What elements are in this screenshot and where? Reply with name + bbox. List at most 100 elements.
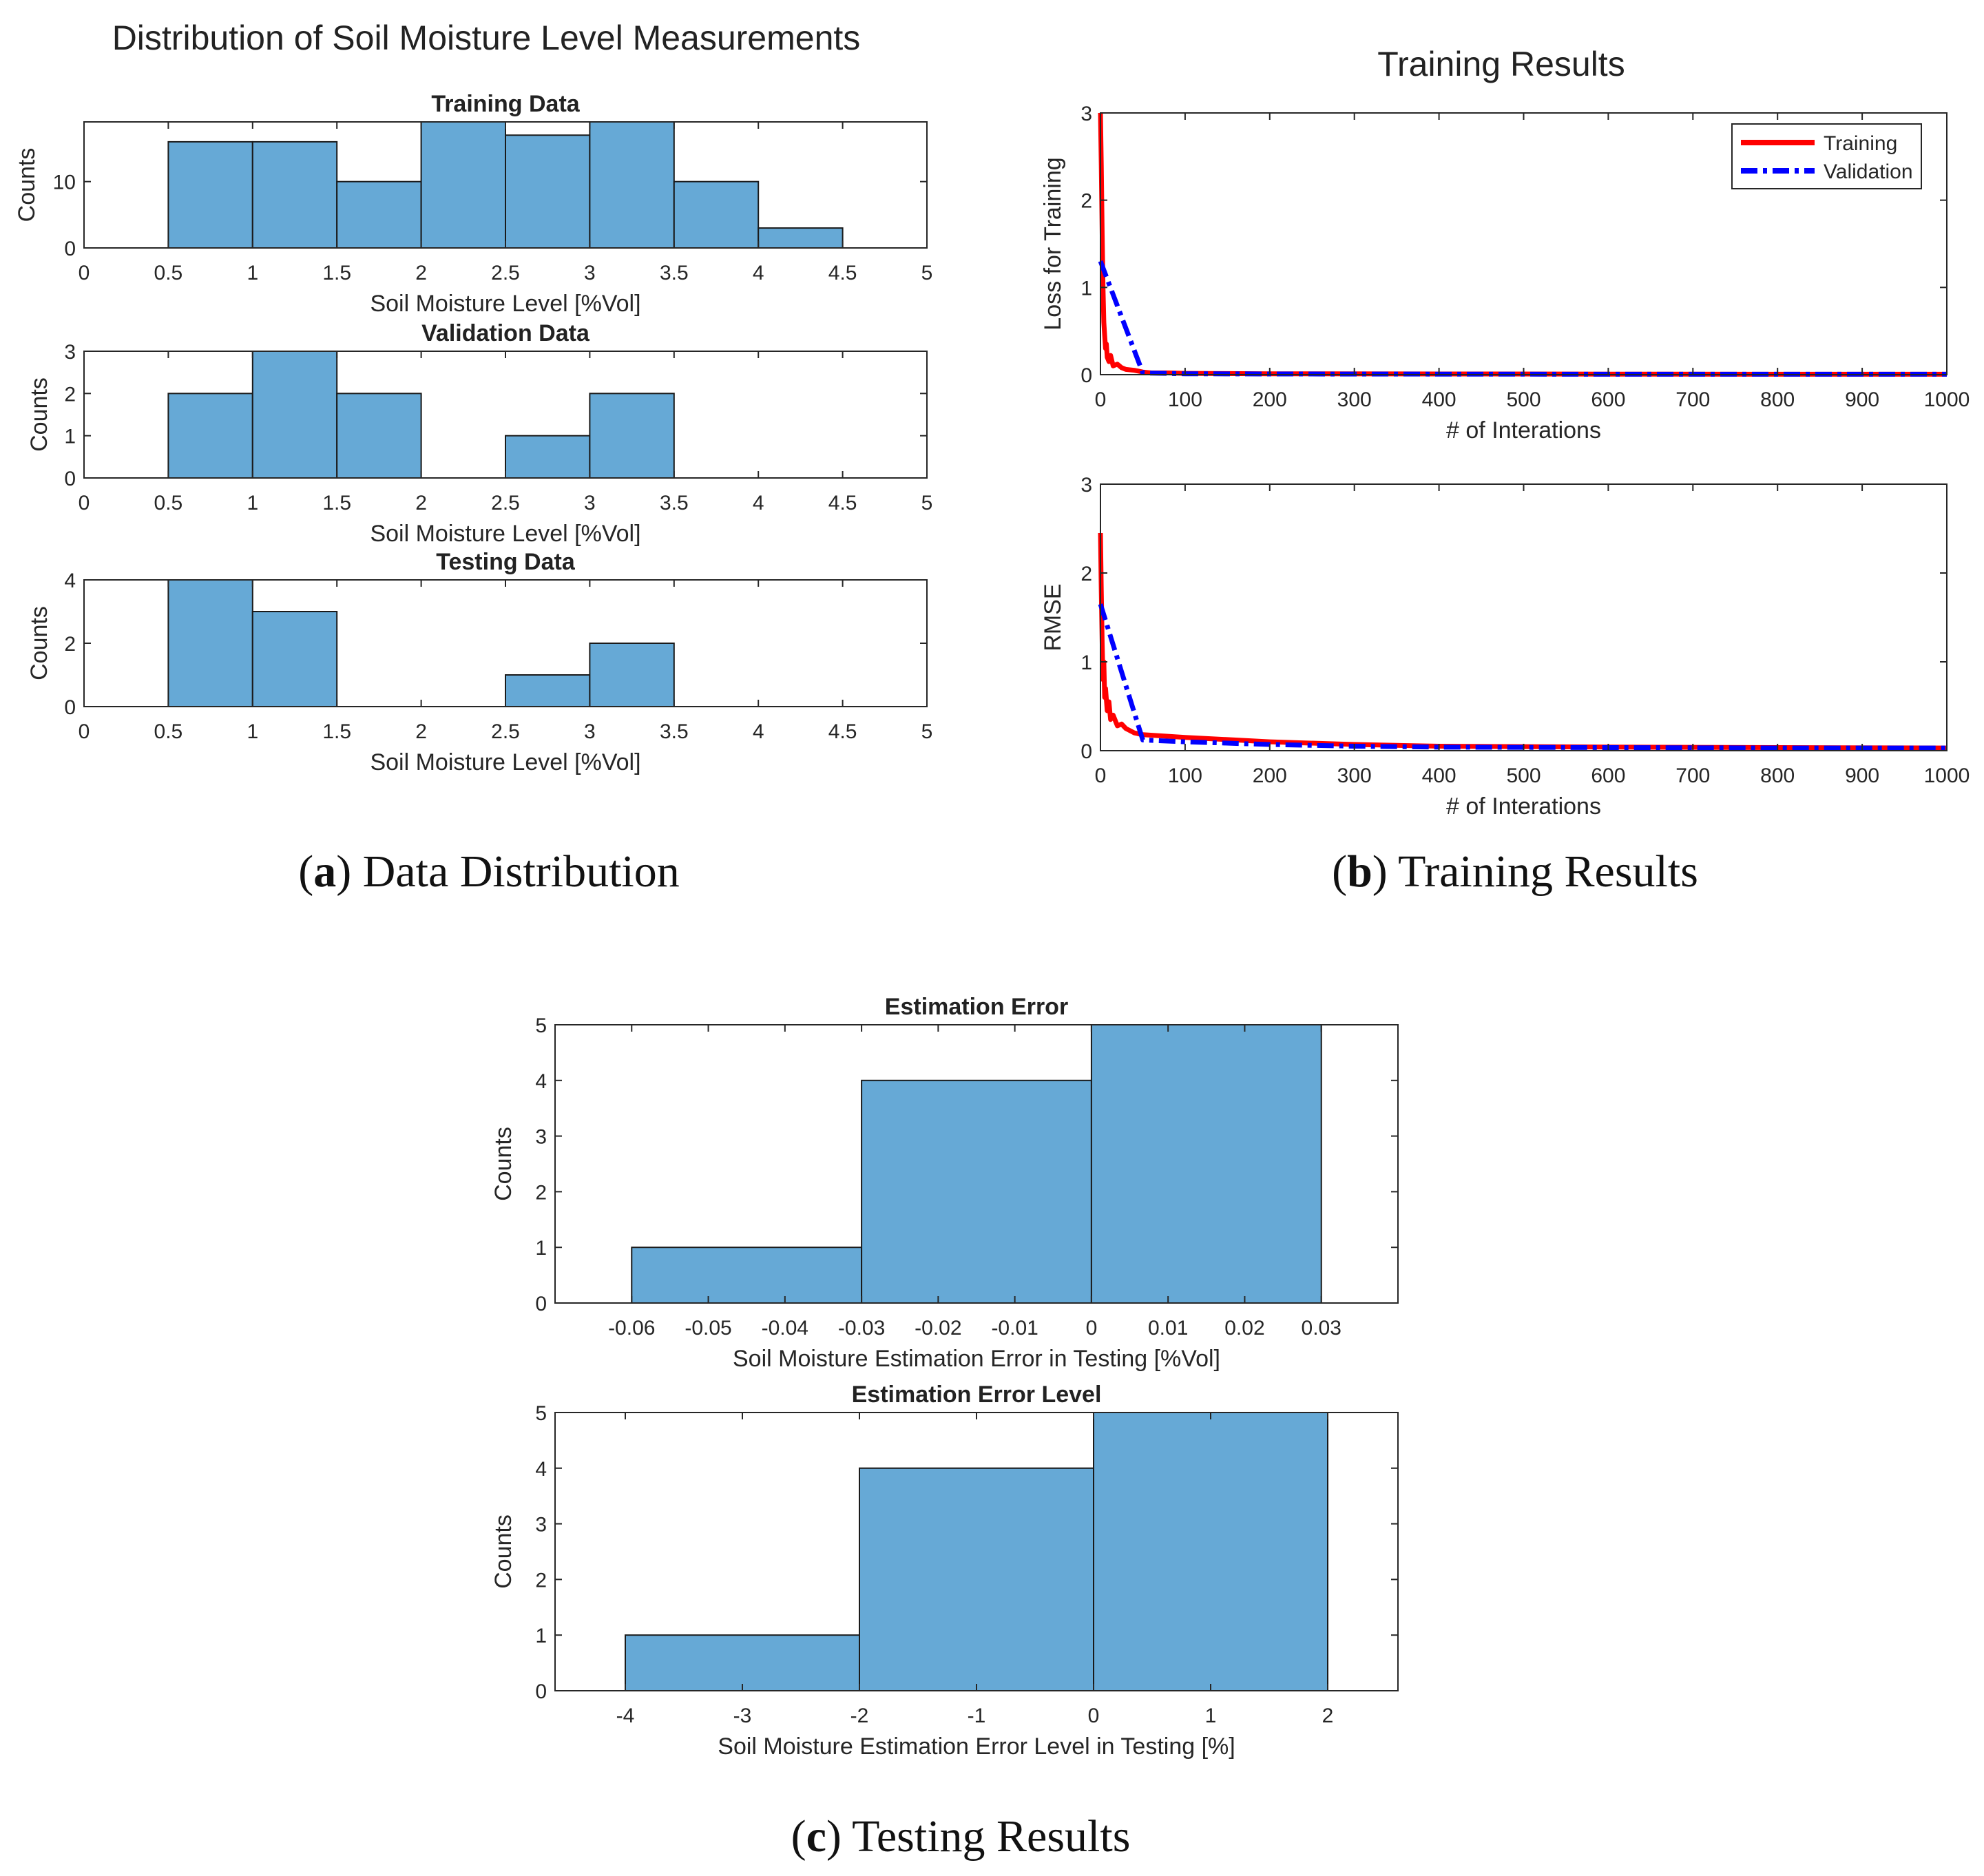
x-tick-label: 0.01 [1148,1317,1188,1340]
y-tick-label: 0 [1080,740,1092,763]
x-tick-label: 0.5 [154,262,183,284]
x-tick-label: 0 [79,492,90,514]
y-tick-label: 3 [535,1126,547,1149]
y-axis-label: Loss for Training [1040,157,1066,330]
x-axis-label: Soil Moisture Level [%Vol] [370,291,640,317]
x-tick-label: 300 [1337,764,1372,787]
x-tick-label: 4 [753,262,764,284]
validation-data-histogram: 0 0.5 1 1.5 2 2.5 3 3.5 4 4.5 5 0 1 2 3 Validation Data… [26,320,932,547]
histogram-bar [1090,1024,1322,1304]
x-tick-label: 1 [1205,1705,1217,1727]
x-tick-label: 0 [79,720,90,743]
x-tick-label: 700 [1675,388,1710,411]
x-tick-label: 0 [1095,764,1107,787]
histogram-bar [167,393,253,479]
y-axis-label: Counts [490,1514,516,1589]
y-tick-label: 5 [535,1402,547,1425]
panel-title: Estimation Error [885,994,1068,1020]
x-tick-label: 600 [1591,388,1625,411]
x-tick-label: 0.5 [154,492,183,514]
panel-title: Testing Data [436,549,576,575]
caption-a-paren-open: ( [298,846,313,897]
histogram-bar [336,393,422,479]
y-tick-label: 4 [64,570,76,592]
x-tick-label: 100 [1168,388,1202,411]
estimation-error-level-histogram: -4 -3 -2 -1 0 1 2 0 1 2 3 4 5 Estimation Error Level S… [490,1382,1399,1760]
x-tick-label: 3.5 [660,492,689,514]
y-tick-label: 0 [535,1680,547,1703]
legend-box [1731,123,1922,189]
y-tick-label: 2 [535,1569,547,1592]
x-tick-label: 5 [921,262,933,284]
y-tick-label: 0 [64,238,76,260]
histogram-bar [336,180,422,249]
x-tick-label: 2 [415,492,427,514]
x-tick-label: 2.5 [491,262,520,284]
x-tick-label: 4 [753,492,764,514]
caption-c-paren-open: ( [791,1811,806,1862]
x-tick-label: 200 [1253,388,1287,411]
y-tick-label: 5 [535,1014,547,1037]
histogram-bar [758,227,844,249]
caption-b-paren-open: ( [1332,846,1347,897]
x-tick-label: 1.5 [322,492,351,514]
x-axis-label: Soil Moisture Level [%Vol] [370,749,640,775]
x-tick-label: 0.02 [1224,1317,1264,1340]
x-tick-label: 2 [1322,1705,1334,1727]
y-tick-label: 0 [1080,364,1092,387]
histogram-bar [420,121,506,249]
y-tick-label: 2 [64,633,76,656]
x-tick-label: 700 [1675,764,1710,787]
x-tick-label: 1 [247,262,258,284]
histogram-bar [505,435,591,479]
x-tick-label: 1.5 [322,262,351,284]
y-tick-label: 1 [1080,652,1092,674]
histogram-bar [859,1467,1094,1692]
y-axis-label: Counts [490,1127,516,1201]
x-tick-label: -2 [850,1705,869,1727]
y-tick-label: 3 [64,341,76,364]
x-tick-label: 600 [1591,764,1625,787]
histogram-bar [251,351,338,479]
y-tick-label: 2 [535,1181,547,1204]
x-tick-label: 1000 [1924,388,1970,411]
y-tick-label: 1 [535,1625,547,1647]
caption-a: (a) Data Distribution [298,846,680,897]
y-tick-label: 0 [535,1293,547,1315]
x-tick-label: 4.5 [828,262,857,284]
y-axis-label: Counts [14,148,40,222]
histogram-bar [251,140,338,249]
x-tick-label: 900 [1845,764,1879,787]
y-tick-label: 2 [1080,190,1092,213]
histogram-bar [589,393,675,479]
x-tick-label: 2.5 [491,492,520,514]
x-tick-label: 3 [584,492,596,514]
x-axis-label: Soil Moisture Estimation Error Level in … [718,1733,1235,1760]
legend-training-label: Training [1824,132,1897,155]
x-tick-label: -0.06 [608,1317,655,1340]
x-tick-label: 500 [1506,388,1541,411]
histogram-bar [673,180,760,249]
histogram-bar [861,1079,1092,1304]
y-axis-label: Counts [26,606,52,680]
x-tick-label: 3 [584,720,596,743]
x-axis-label: # of Interations [1446,793,1601,820]
x-tick-label: 4.5 [828,720,857,743]
distribution-figure-title: Distribution of Soil Moisture Level Meas… [112,19,861,57]
y-tick-label: 3 [1080,474,1092,497]
x-tick-label: -0.05 [685,1317,731,1340]
caption-b: (b) Training Results [1332,846,1698,897]
legend: Training Validation [1731,123,1922,189]
x-tick-label: 3.5 [660,262,689,284]
y-tick-label: 4 [535,1070,547,1093]
y-tick-label: 0 [64,468,76,490]
x-tick-label: 300 [1337,388,1372,411]
x-tick-label: 5 [921,492,933,514]
x-tick-label: 3.5 [660,720,689,743]
caption-a-paren-close: ) [336,846,362,897]
caption-c-text: Testing Results [852,1811,1130,1862]
x-tick-label: 500 [1506,764,1541,787]
training-series-line [1098,532,1948,751]
x-tick-label: -4 [616,1705,635,1727]
axes-box [1100,483,1948,751]
